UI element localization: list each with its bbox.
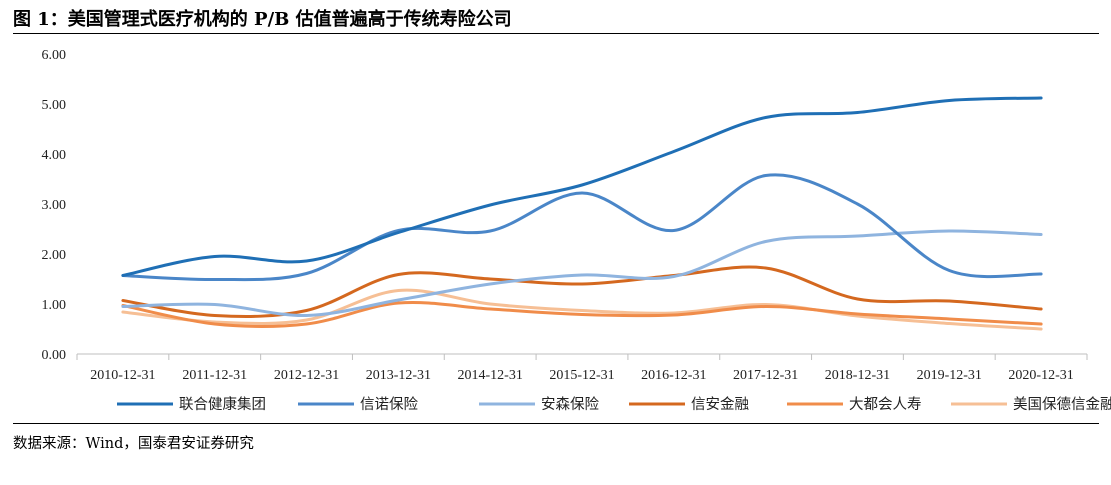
- x-tick-label: 2011-12-31: [182, 368, 247, 383]
- figure-title: 图 1：美国管理式医疗机构的 P/B 估值普遍高于传统寿险公司: [13, 9, 512, 30]
- y-tick-label: 4.00: [42, 148, 67, 163]
- legend-label: 信诺保险: [360, 396, 418, 413]
- title-rule: [13, 33, 1099, 34]
- series-line: [121, 96, 1043, 277]
- x-tick-label: 2020-12-31: [1008, 368, 1073, 383]
- y-tick-label: 5.00: [42, 98, 67, 113]
- source-note: 数据来源：Wind，国泰君安证券研究: [13, 436, 254, 452]
- series-line: [121, 173, 1043, 282]
- y-tick-label: 2.00: [42, 248, 67, 263]
- source-rule: [13, 423, 1099, 424]
- series-line: [121, 300, 1043, 328]
- y-tick-label: 0.00: [42, 348, 67, 363]
- x-tick-label: 2018-12-31: [825, 368, 890, 383]
- legend-label: 联合健康集团: [179, 396, 266, 413]
- x-tick-label: 2017-12-31: [733, 368, 798, 383]
- x-tick-label: 2013-12-31: [366, 368, 431, 383]
- y-tick-label: 3.00: [42, 198, 67, 213]
- x-tick-label: 2016-12-31: [641, 368, 706, 383]
- y-tick-label: 1.00: [42, 298, 67, 313]
- legend-label: 信安金融: [691, 396, 749, 413]
- y-tick-label: 6.00: [42, 48, 67, 63]
- series-line: [121, 229, 1043, 318]
- legend-label: 美国保德信金融: [1013, 396, 1111, 413]
- legend-label: 安森保险: [541, 396, 599, 413]
- series-line: [121, 288, 1043, 331]
- x-tick-label: 2010-12-31: [90, 368, 155, 383]
- line-chart: 0.00 1.00 2.00 3.00 4.00 5.00 6.00 2010-12-31 20…: [42, 48, 1111, 413]
- x-tick-label: 2012-12-31: [274, 368, 339, 383]
- x-tick-label: 2019-12-31: [917, 368, 982, 383]
- x-tick-label: 2014-12-31: [458, 368, 523, 383]
- legend-label: 大都会人寿: [849, 396, 922, 413]
- x-tick-label: 2015-12-31: [549, 368, 614, 383]
